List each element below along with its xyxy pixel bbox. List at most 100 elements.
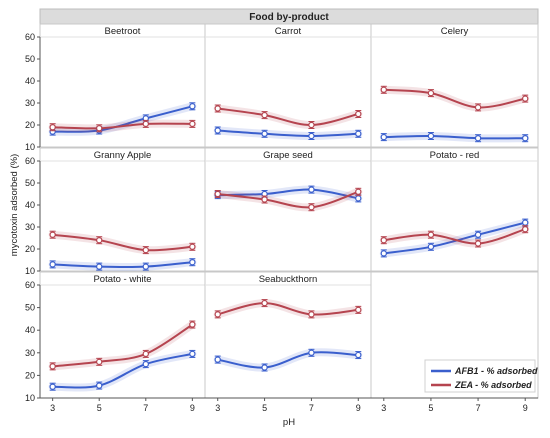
x-tick-label: 7	[143, 403, 148, 413]
panel-frame	[204, 271, 372, 399]
series-line	[217, 190, 359, 209]
data-point	[214, 190, 221, 198]
y-tick-label: 30	[25, 348, 35, 358]
data-point	[142, 246, 149, 254]
data-point	[49, 383, 56, 390]
data-point	[308, 186, 315, 193]
y-tick-label: 20	[25, 120, 35, 130]
data-point	[49, 123, 56, 131]
data-point	[142, 120, 149, 128]
series-line	[383, 228, 526, 245]
data-point	[427, 231, 435, 238]
data-point	[380, 236, 387, 244]
x-tick-label: 9	[356, 403, 361, 413]
y-tick-label: 30	[25, 98, 35, 108]
data-point	[522, 134, 529, 142]
data-point	[308, 132, 315, 140]
data-point	[474, 134, 482, 142]
data-point	[355, 351, 362, 359]
facet-label: Seabuckthorn	[259, 274, 318, 285]
y-tick-label: 20	[25, 244, 35, 254]
y-axis-title: mycotoxin adsorbed (%)	[9, 154, 20, 256]
x-tick-label: 3	[381, 403, 386, 413]
data-point	[355, 110, 362, 118]
series-line	[52, 105, 193, 133]
data-point	[189, 243, 196, 250]
series-line	[217, 351, 359, 369]
data-point	[474, 240, 482, 247]
y-tick-label: 60	[25, 280, 35, 290]
data-point	[427, 89, 435, 97]
data-point	[142, 350, 149, 358]
x-tick-label: 5	[428, 403, 433, 413]
facet-label: Potato - red	[430, 150, 480, 161]
series-line	[217, 188, 359, 200]
data-point	[427, 243, 435, 250]
data-point	[427, 132, 435, 140]
x-tick-label: 5	[262, 403, 267, 413]
panel-frame	[370, 147, 539, 272]
series-line	[52, 261, 193, 269]
series-line	[52, 352, 193, 389]
x-tick-label: 5	[97, 403, 102, 413]
series-line	[52, 323, 193, 368]
data-point	[96, 358, 103, 366]
y-tick-label: 10	[25, 142, 35, 152]
series-line	[52, 233, 193, 252]
data-point	[49, 261, 56, 268]
data-point	[474, 231, 482, 238]
facet-label: Celery	[441, 26, 469, 37]
data-point	[355, 306, 362, 314]
series-line	[217, 302, 359, 316]
y-tick-label: 60	[25, 156, 35, 166]
series-line	[383, 134, 526, 140]
facet-label: Granny Apple	[94, 150, 152, 161]
y-tick-label: 40	[25, 76, 35, 86]
data-point	[522, 95, 529, 102]
data-point	[261, 111, 268, 119]
panel-frame	[204, 147, 372, 272]
legend-label: ZEA - % adsorbed	[454, 380, 532, 390]
data-point	[214, 356, 221, 363]
facet-label: Potato - white	[93, 274, 151, 285]
data-point	[142, 360, 149, 368]
y-tick-label: 40	[25, 200, 35, 210]
data-point	[214, 311, 221, 318]
data-point	[474, 104, 482, 111]
y-tick-label: 10	[25, 266, 35, 276]
data-point	[308, 121, 315, 129]
data-point	[49, 231, 56, 238]
data-point	[308, 311, 315, 318]
x-axis-title: pH	[283, 417, 295, 428]
x-tick-label: 9	[190, 403, 195, 413]
legend-label: AFB1 - % adsorbed	[454, 366, 538, 376]
x-tick-label: 7	[309, 403, 314, 413]
facet-label: Carrot	[275, 26, 302, 37]
x-tick-label: 3	[50, 403, 55, 413]
data-point	[261, 130, 268, 137]
facet-label: Beetroot	[105, 26, 141, 37]
chart-title: Food by-product	[249, 12, 329, 23]
data-point	[355, 130, 362, 137]
x-tick-label: 7	[476, 403, 481, 413]
series-line	[217, 129, 359, 138]
legend: AFB1 - % adsorbed ZEA - % adsorbed	[424, 359, 538, 393]
data-point	[189, 350, 196, 358]
data-point	[214, 127, 221, 134]
data-point	[189, 120, 196, 128]
y-tick-label: 50	[25, 178, 35, 188]
panel-frame	[204, 23, 372, 148]
y-tick-label: 40	[25, 325, 35, 335]
data-point	[49, 363, 56, 370]
data-point	[355, 188, 362, 195]
data-point	[380, 86, 387, 94]
data-point	[380, 250, 387, 257]
data-point	[96, 263, 103, 270]
data-point	[189, 259, 196, 266]
series-line	[383, 88, 526, 109]
data-point	[522, 219, 529, 226]
series-line	[383, 221, 526, 255]
data-point	[308, 203, 315, 211]
data-point	[189, 103, 196, 110]
